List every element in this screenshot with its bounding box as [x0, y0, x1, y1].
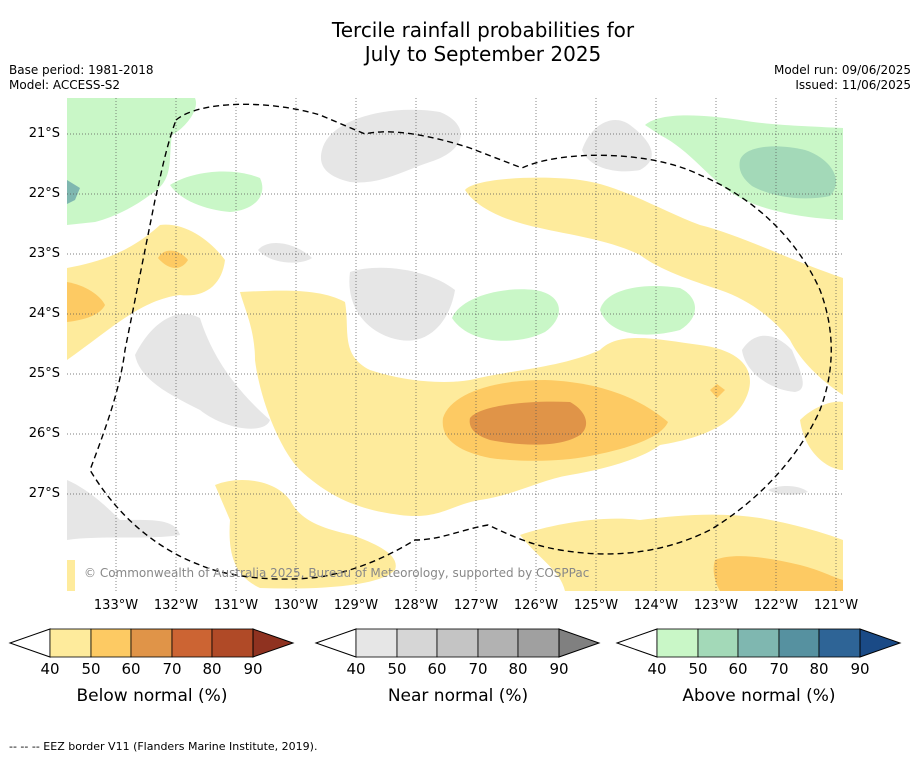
lat-label: 23°S — [28, 246, 60, 261]
colorbar-tick: 80 — [809, 660, 829, 678]
map-title: Tercile rainfall probabilities for July … — [0, 18, 919, 66]
lon-label: 125°W — [573, 598, 619, 613]
lon-label: 122°W — [753, 598, 799, 613]
lon-label: 129°W — [333, 598, 379, 613]
colorbar-label-below: Below normal (%) — [76, 686, 228, 706]
below-normal-area — [465, 177, 843, 395]
model-run: Model run: 09/06/2025 — [773, 63, 911, 77]
base-period: Base period: 1981-2018 — [9, 63, 154, 77]
colorbar-tick: 90 — [549, 660, 569, 678]
lon-label: 127°W — [453, 598, 499, 613]
below-normal-area — [710, 384, 725, 398]
colorbar-tick: 40 — [647, 660, 667, 678]
model-name: Model: ACCESS-S2 — [9, 78, 121, 92]
above-normal-area — [170, 171, 263, 212]
lon-label: 124°W — [633, 598, 679, 613]
colorbar-tick: 90 — [243, 660, 263, 678]
above-normal-area — [600, 286, 695, 335]
below-normal-area — [158, 250, 188, 268]
colorbar-tick: 60 — [728, 660, 748, 678]
colorbar-tick: 60 — [121, 660, 141, 678]
copyright-notice: © Commonwealth of Australia 2025, Bureau… — [84, 566, 590, 580]
colorbar-tick: 40 — [346, 660, 366, 678]
lon-label: 132°W — [153, 598, 199, 613]
lat-label: 22°S — [28, 186, 60, 201]
lon-label: 131°W — [213, 598, 259, 613]
below-normal-area — [67, 560, 75, 591]
colorbar-tick: 70 — [162, 660, 182, 678]
above-normal-area — [452, 289, 559, 341]
colorbar-tick: 50 — [387, 660, 407, 678]
colorbar-tick: 50 — [688, 660, 708, 678]
eez-footnote: -- -- -- EEZ border V11 (Flanders Marine… — [9, 740, 318, 753]
colorbar-tick: 90 — [850, 660, 870, 678]
below-normal-area — [800, 401, 843, 470]
lon-label: 121°W — [813, 598, 859, 613]
near-normal-area — [67, 480, 180, 540]
below-normal-area — [67, 282, 105, 322]
colorbar-tick: 80 — [202, 660, 222, 678]
colorbar-near-normal — [314, 628, 601, 658]
above-normal-area — [67, 180, 80, 204]
near-normal-area — [742, 335, 803, 392]
lon-label: 126°W — [513, 598, 559, 613]
map-fill — [67, 98, 843, 591]
colorbar-below-normal — [8, 628, 295, 658]
lat-label: 26°S — [28, 426, 60, 441]
colorbar-tick: 40 — [40, 660, 60, 678]
lon-label: 133°W — [93, 598, 139, 613]
lat-label: 27°S — [28, 486, 60, 501]
issued-date: Issued: 11/06/2025 — [795, 78, 911, 92]
near-normal-area — [582, 120, 652, 172]
near-normal-area — [135, 313, 270, 429]
colorbar-label-above: Above normal (%) — [682, 686, 836, 706]
colorbar-tick: 60 — [427, 660, 447, 678]
below-normal-area — [713, 556, 843, 591]
colorbar-tick: 70 — [769, 660, 789, 678]
lon-label: 130°W — [273, 598, 319, 613]
lat-label: 24°S — [28, 306, 60, 321]
above-normal-area — [739, 146, 836, 199]
below-normal-area — [215, 480, 396, 589]
above-normal-area — [67, 98, 196, 225]
colorbar-above-normal — [615, 628, 902, 658]
eez-border — [89, 103, 832, 580]
colorbar-tick: 50 — [81, 660, 101, 678]
graticule — [67, 98, 843, 591]
lat-label: 21°S — [28, 126, 60, 141]
near-normal-area — [258, 243, 312, 263]
lon-label: 128°W — [393, 598, 439, 613]
near-normal-area — [768, 486, 808, 495]
colorbar-label-near: Near normal (%) — [387, 686, 529, 706]
lat-label: 25°S — [28, 366, 60, 381]
title-line-1: Tercile rainfall probabilities for — [331, 18, 635, 42]
meta-left: Base period: 1981-2018 Model: ACCESS-S2 — [9, 63, 154, 93]
colorbar-tick: 80 — [508, 660, 528, 678]
lon-label: 123°W — [693, 598, 739, 613]
colorbar-tick: 70 — [468, 660, 488, 678]
meta-right: Model run: 09/06/2025 Issued: 11/06/2025 — [774, 63, 911, 93]
near-normal-area — [349, 267, 455, 341]
title-line-2: July to September 2025 — [364, 42, 602, 66]
